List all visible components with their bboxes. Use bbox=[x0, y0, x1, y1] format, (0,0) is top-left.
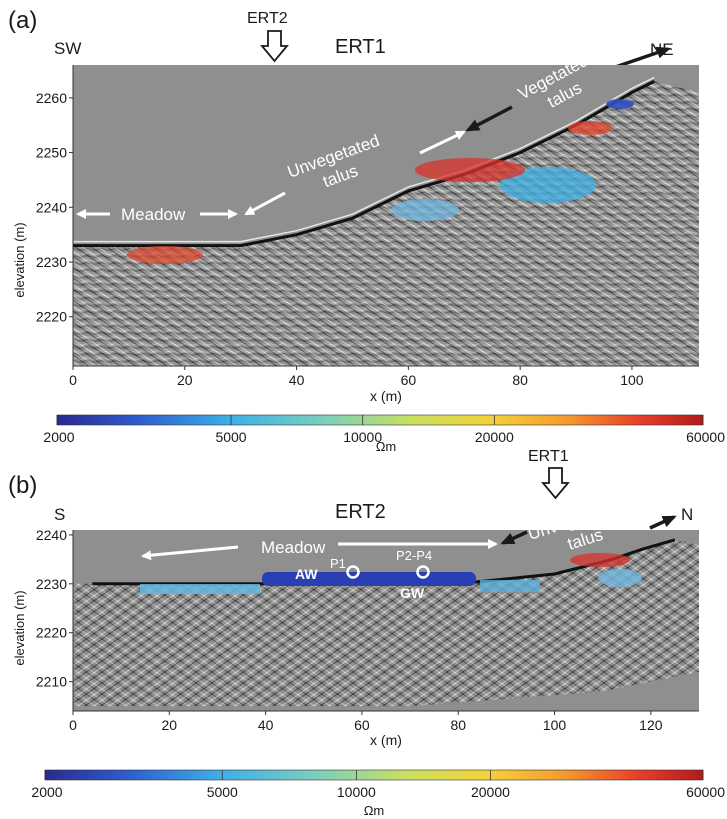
panel-b-point-p1 bbox=[346, 565, 360, 579]
panel-b-point-p2-p4 bbox=[416, 565, 430, 579]
panel-b-point-p1-label: P1 bbox=[330, 556, 346, 571]
panel-b-point-p2-p4-label: P2-P4 bbox=[396, 548, 432, 563]
panel-a-high-resistivity-zone bbox=[415, 158, 525, 182]
panel-b-aquifer-zone bbox=[262, 572, 476, 586]
panel-a-crossing-label: ERT2 bbox=[247, 10, 288, 27]
panel-b-crossing-arrow bbox=[541, 467, 570, 500]
panel-b-axes: 0 20 40 60 80 100 120 2210 2220 2230 2240 bbox=[36, 527, 699, 733]
x-tick-label: 40 bbox=[258, 717, 274, 733]
panel-a-high-resistivity-zone bbox=[127, 246, 203, 264]
colorbar-tick-label: 5000 bbox=[215, 429, 246, 445]
panel-b-annotation-aw: AW bbox=[295, 566, 318, 582]
panel-a-low-resistivity-zone bbox=[606, 99, 634, 109]
panel-a-radargram-cross bbox=[73, 81, 699, 367]
panel-a-unvegetated-arrow-left bbox=[244, 191, 286, 216]
panel-b-x-axis-label: x (m) bbox=[370, 732, 402, 748]
panel-b-label: (b) bbox=[8, 472, 37, 499]
panel-b-right-direction: N bbox=[681, 505, 693, 524]
x-tick-label: 120 bbox=[639, 717, 663, 733]
panel-b-low-resistivity-band bbox=[140, 584, 260, 594]
panel-a-axes: 0 20 40 60 80 100 2220 2230 2240 2250 2260 bbox=[36, 65, 699, 388]
panel-a-low-resistivity-zone bbox=[391, 199, 459, 221]
panel-b-meadow-arrow-left bbox=[141, 545, 239, 561]
y-tick-label: 2220 bbox=[36, 625, 67, 641]
colorbar-tick-label: 20000 bbox=[471, 784, 510, 800]
colorbar-tick-label: 60000 bbox=[686, 429, 725, 445]
panel-a: (a) SW NE ERT1 ERT2 02040608010022202230… bbox=[8, 7, 699, 404]
y-tick-label: 2240 bbox=[36, 527, 67, 543]
colorbar-tick-label: 5000 bbox=[207, 784, 238, 800]
panel-b-low-resistivity-zone bbox=[598, 569, 642, 587]
y-tick-label: 2250 bbox=[36, 145, 67, 161]
y-tick-label: 2240 bbox=[36, 199, 67, 215]
y-tick-label: 2230 bbox=[36, 254, 67, 270]
panel-a-surface-line bbox=[73, 80, 655, 248]
panel-a-unvegetated-arrow-right bbox=[419, 130, 466, 155]
y-tick-label: 2230 bbox=[36, 576, 67, 592]
x-tick-label: 40 bbox=[289, 372, 305, 388]
panel-a-low-resistivity-zone bbox=[500, 167, 596, 203]
colorbar-tick-label: 2000 bbox=[31, 784, 62, 800]
panel-a-left-direction: SW bbox=[54, 39, 81, 58]
x-tick-label: 0 bbox=[69, 717, 77, 733]
panel-b-crossing-label: ERT1 bbox=[528, 448, 569, 465]
panel-b-radargram-cross bbox=[73, 539, 699, 707]
panel-b-low-resistivity-band bbox=[480, 580, 540, 592]
y-tick-label: 2210 bbox=[36, 674, 67, 690]
panel-b-y-axis-label: elevation (m) bbox=[12, 590, 27, 665]
panel-b-high-resistivity-zone bbox=[570, 553, 630, 567]
x-tick-label: 60 bbox=[354, 717, 370, 733]
panel-a-x-axis-label: x (m) bbox=[370, 388, 402, 404]
colorbar-tick-label: 10000 bbox=[337, 784, 376, 800]
x-tick-label: 0 bbox=[69, 372, 77, 388]
x-tick-label: 20 bbox=[177, 372, 193, 388]
colorbar-tick-label: 20000 bbox=[475, 429, 514, 445]
panel-a-surface-highlight bbox=[73, 76, 655, 243]
panel-a-y-axis-label: elevation (m) bbox=[12, 222, 27, 297]
panel-b-left-direction: S bbox=[54, 505, 65, 524]
panel-a-unit-meadow: Meadow bbox=[121, 205, 186, 224]
panel-b-n-arrow bbox=[649, 515, 677, 530]
panel-a-label: (a) bbox=[8, 7, 37, 34]
panel-a-colorbar: 2000 5000 10000 20000 60000 Ωm bbox=[43, 414, 725, 454]
panel-a-crossing-arrow bbox=[260, 30, 289, 63]
panel-b-annotation-gw: GW bbox=[400, 585, 425, 601]
x-tick-label: 100 bbox=[543, 717, 567, 733]
panel-b-unit-meadow: Meadow bbox=[261, 538, 326, 557]
colorbar-tick-label: 2000 bbox=[43, 429, 74, 445]
x-tick-label: 80 bbox=[512, 372, 528, 388]
panel-b: (b) S N ERT2 ERT1 P1 P2-P4 AW GW 0 20 40 60… bbox=[8, 448, 699, 748]
panel-a-colorbar-unit: Ωm bbox=[376, 439, 397, 454]
panel-b-colorbar: 2000 5000 10000 20000 60000 Ωm bbox=[31, 769, 725, 818]
panel-b-title: ERT2 bbox=[335, 501, 386, 523]
panel-a-high-resistivity-zone bbox=[568, 121, 612, 135]
y-tick-label: 2220 bbox=[36, 309, 67, 325]
colorbar-tick-label: 10000 bbox=[343, 429, 382, 445]
panel-a-title: ERT1 bbox=[335, 36, 386, 58]
panel-b-unvegetated-arrow-left bbox=[500, 530, 528, 545]
panel-a-vegetated-arrow-left bbox=[465, 105, 513, 132]
colorbar-tick-label: 60000 bbox=[686, 784, 725, 800]
y-tick-label: 2260 bbox=[36, 90, 67, 106]
x-tick-label: 60 bbox=[401, 372, 417, 388]
panel-b-colorbar-unit: Ωm bbox=[364, 803, 385, 818]
x-tick-label: 100 bbox=[620, 372, 644, 388]
x-tick-label: 80 bbox=[450, 717, 466, 733]
x-tick-label: 20 bbox=[162, 717, 178, 733]
